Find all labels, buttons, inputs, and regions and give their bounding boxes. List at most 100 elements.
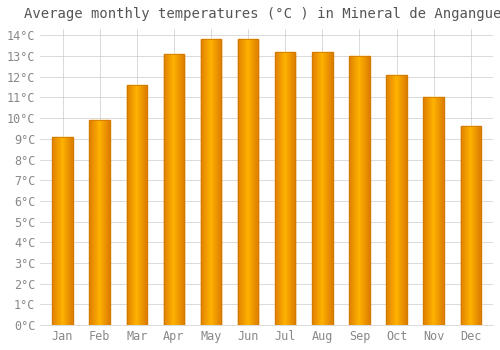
Bar bbox=[69, 137, 70, 325]
Bar bbox=[130, 85, 131, 325]
Bar bbox=[294, 52, 295, 325]
Bar bbox=[63, 137, 64, 325]
Bar bbox=[139, 85, 140, 325]
Bar bbox=[172, 54, 173, 325]
Bar bbox=[58, 137, 59, 325]
Bar bbox=[401, 75, 402, 325]
Bar bbox=[244, 40, 245, 325]
Bar bbox=[201, 40, 221, 325]
Bar bbox=[327, 52, 328, 325]
Bar bbox=[238, 40, 239, 325]
Bar bbox=[476, 126, 477, 325]
Bar bbox=[105, 120, 106, 325]
Bar bbox=[173, 54, 174, 325]
Bar bbox=[247, 40, 248, 325]
Bar bbox=[366, 56, 367, 325]
Bar bbox=[480, 126, 481, 325]
Bar bbox=[320, 52, 321, 325]
Bar bbox=[322, 52, 323, 325]
Bar bbox=[285, 52, 286, 325]
Bar bbox=[167, 54, 168, 325]
Bar bbox=[354, 56, 355, 325]
Bar bbox=[465, 126, 466, 325]
Bar bbox=[94, 120, 95, 325]
Bar bbox=[61, 137, 62, 325]
Bar bbox=[468, 126, 469, 325]
Bar bbox=[353, 56, 354, 325]
Bar bbox=[398, 75, 399, 325]
Bar bbox=[393, 75, 394, 325]
Bar bbox=[140, 85, 141, 325]
Bar bbox=[251, 40, 252, 325]
Bar bbox=[280, 52, 281, 325]
Bar bbox=[369, 56, 370, 325]
Bar bbox=[315, 52, 316, 325]
Bar bbox=[318, 52, 319, 325]
Bar bbox=[68, 137, 69, 325]
Bar bbox=[250, 40, 251, 325]
Bar bbox=[170, 54, 171, 325]
Bar bbox=[477, 126, 478, 325]
Bar bbox=[238, 40, 258, 325]
Bar bbox=[360, 56, 361, 325]
Bar bbox=[292, 52, 293, 325]
Bar bbox=[313, 52, 314, 325]
Bar bbox=[289, 52, 290, 325]
Bar bbox=[64, 137, 65, 325]
Title: Average monthly temperatures (°C ) in Mineral de Angangueo: Average monthly temperatures (°C ) in Mi… bbox=[24, 7, 500, 21]
Bar bbox=[141, 85, 142, 325]
Bar bbox=[143, 85, 144, 325]
Bar bbox=[109, 120, 110, 325]
Bar bbox=[328, 52, 329, 325]
Bar bbox=[356, 56, 357, 325]
Bar bbox=[183, 54, 184, 325]
Bar bbox=[386, 75, 407, 325]
Bar bbox=[275, 52, 295, 325]
Bar bbox=[255, 40, 256, 325]
Bar bbox=[212, 40, 213, 325]
Bar bbox=[245, 40, 246, 325]
Bar bbox=[324, 52, 325, 325]
Bar bbox=[474, 126, 475, 325]
Bar bbox=[293, 52, 294, 325]
Bar bbox=[215, 40, 216, 325]
Bar bbox=[90, 120, 110, 325]
Bar bbox=[395, 75, 396, 325]
Bar bbox=[201, 40, 202, 325]
Bar bbox=[206, 40, 207, 325]
Bar bbox=[440, 97, 441, 325]
Bar bbox=[278, 52, 279, 325]
Bar bbox=[478, 126, 479, 325]
Bar bbox=[352, 56, 353, 325]
Bar bbox=[210, 40, 211, 325]
Bar bbox=[52, 137, 53, 325]
Bar bbox=[217, 40, 218, 325]
Bar bbox=[431, 97, 432, 325]
Bar bbox=[254, 40, 255, 325]
Bar bbox=[219, 40, 220, 325]
Bar bbox=[475, 126, 476, 325]
Bar bbox=[330, 52, 331, 325]
Bar bbox=[403, 75, 404, 325]
Bar bbox=[95, 120, 96, 325]
Bar bbox=[283, 52, 284, 325]
Bar bbox=[441, 97, 442, 325]
Bar bbox=[439, 97, 440, 325]
Bar bbox=[363, 56, 364, 325]
Bar bbox=[209, 40, 210, 325]
Bar bbox=[129, 85, 130, 325]
Bar bbox=[214, 40, 215, 325]
Bar bbox=[282, 52, 283, 325]
Bar bbox=[65, 137, 66, 325]
Bar bbox=[317, 52, 318, 325]
Bar bbox=[331, 52, 332, 325]
Bar bbox=[365, 56, 366, 325]
Bar bbox=[146, 85, 147, 325]
Bar bbox=[355, 56, 356, 325]
Bar bbox=[397, 75, 398, 325]
Bar bbox=[177, 54, 178, 325]
Bar bbox=[178, 54, 179, 325]
Bar bbox=[179, 54, 180, 325]
Bar bbox=[67, 137, 68, 325]
Bar bbox=[312, 52, 313, 325]
